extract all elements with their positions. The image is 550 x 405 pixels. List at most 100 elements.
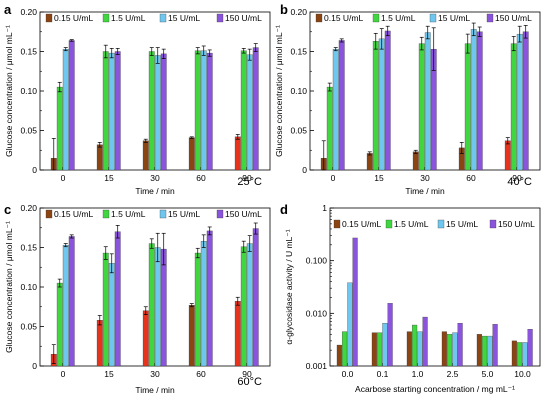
y-tick-label: 0.100 xyxy=(306,256,328,266)
legend-label: 1.5 U/mL xyxy=(111,209,146,219)
bar-150-u-ml xyxy=(252,47,259,171)
x-axis-label: Time / min xyxy=(135,385,175,395)
bar-1-5-u-ml xyxy=(148,51,155,171)
bar-0-15-u-ml xyxy=(406,331,412,367)
y-tick-label: 0.20 xyxy=(20,203,37,213)
x-tick-label: 10.0 xyxy=(514,369,531,379)
legend-label: 15 U/mL xyxy=(438,13,470,23)
x-tick-label: 30 xyxy=(420,173,430,183)
y-tick-label: 0.10 xyxy=(20,86,37,96)
bar-150-u-ml xyxy=(68,40,75,171)
legend-swatch xyxy=(385,219,393,229)
legend-swatch xyxy=(102,209,110,219)
panel-a: 0 0.05 0.10 0.15 0.20 0 15 30 60 90 0.15 U/mL 1.5 U… xyxy=(4,2,271,196)
bar-150-u-ml xyxy=(384,30,391,171)
y-axis-label: Glucose concentration / μmol mL⁻¹ xyxy=(4,25,14,157)
legend-label: 1.5 U/mL xyxy=(381,13,416,23)
x-tick-label: 0 xyxy=(61,173,66,183)
x-tick-label: 0 xyxy=(61,369,66,379)
legend-label: 15 U/mL xyxy=(168,13,200,23)
y-tick-label: 0.05 xyxy=(20,322,37,332)
y-tick-label: 0.15 xyxy=(20,243,37,253)
y-axis-label: Glucose concentration / μmol mL⁻¹ xyxy=(4,221,14,353)
legend-swatch xyxy=(429,13,437,23)
y-tick-label: 0.001 xyxy=(306,361,328,371)
temperature-label: 40°C xyxy=(507,176,532,188)
bar-15-u-ml xyxy=(424,32,431,171)
bar-1-5-u-ml xyxy=(510,43,517,171)
bar-15-u-ml xyxy=(108,263,115,367)
legend-label: 0.15 U/mL xyxy=(342,219,381,229)
bar-15-u-ml xyxy=(522,342,528,367)
bar-1-5-u-ml xyxy=(482,335,488,367)
x-tick-label: 2.5 xyxy=(447,369,459,379)
bar-15-u-ml xyxy=(154,55,161,171)
bar-15-u-ml xyxy=(62,244,69,367)
bar-15-u-ml xyxy=(62,48,69,171)
y-tick-label: 0 xyxy=(302,165,307,175)
x-tick-label: 60 xyxy=(196,369,206,379)
bar-0-15-u-ml xyxy=(234,136,241,171)
legend-label: 15 U/mL xyxy=(168,209,200,219)
legend-label: 150 U/mL xyxy=(225,209,262,219)
legend-swatch xyxy=(333,219,341,229)
y-tick-label: 0.05 xyxy=(290,126,307,136)
bar-1-5-u-ml xyxy=(342,331,348,367)
x-axis-label: Time / min xyxy=(135,186,175,196)
legend-swatch xyxy=(315,13,323,23)
bar-1-5-u-ml xyxy=(56,86,63,171)
bar-0-15-u-ml xyxy=(142,310,149,367)
y-tick-label: 0.20 xyxy=(290,7,307,17)
temperature-label: 25°C xyxy=(237,176,262,188)
bar-15-u-ml xyxy=(516,33,523,171)
bar-1-5-u-ml xyxy=(377,332,383,367)
legend-swatch xyxy=(102,13,110,23)
x-tick-label: 30 xyxy=(150,173,160,183)
bar-0-15-u-ml xyxy=(96,144,103,171)
bar-1-5-u-ml xyxy=(102,252,109,367)
y-tick-label: 1 xyxy=(322,203,327,213)
panel-label: a xyxy=(4,2,12,17)
bar-150-u-ml xyxy=(114,231,121,367)
bar-150-u-ml xyxy=(206,230,213,367)
bar-15-u-ml xyxy=(378,38,385,171)
bar-0-15-u-ml xyxy=(504,140,511,171)
bar-15-u-ml xyxy=(487,335,493,367)
bar-0-15-u-ml xyxy=(188,137,195,171)
panel-label: c xyxy=(4,202,11,217)
bar-1-5-u-ml xyxy=(447,334,453,367)
x-tick-label: 1.0 xyxy=(412,369,424,379)
panel-label: b xyxy=(280,2,288,17)
plot-frame xyxy=(329,207,541,367)
legend-swatch xyxy=(437,219,445,229)
bar-0-15-u-ml xyxy=(234,301,241,367)
bar-0-15-u-ml xyxy=(476,334,482,367)
legend-label: 1.5 U/mL xyxy=(394,219,429,229)
bar-150-u-ml xyxy=(252,228,259,367)
bar-150-u-ml xyxy=(522,31,529,171)
x-tick-label: 90 xyxy=(242,369,252,379)
x-tick-label: 0 xyxy=(331,173,336,183)
legend-label: 150 U/mL xyxy=(225,13,262,23)
bar-150-u-ml xyxy=(160,248,167,367)
bar-15-u-ml xyxy=(154,247,161,367)
y-axis-label: α-glycosidase activity / U mL⁻¹ xyxy=(284,229,294,344)
bar-1-5-u-ml xyxy=(240,50,247,171)
legend-label: 0.15 U/mL xyxy=(324,13,363,23)
x-tick-label: 60 xyxy=(196,173,206,183)
panel-label: d xyxy=(280,202,288,217)
y-axis-label: Glucose concentration / μmol mL⁻¹ xyxy=(274,25,284,157)
bar-150-u-ml xyxy=(387,303,393,367)
legend-label: 0.15 U/mL xyxy=(54,13,93,23)
bar-150-u-ml xyxy=(476,31,483,171)
bar-1-5-u-ml xyxy=(372,41,379,171)
bar-0-15-u-ml xyxy=(366,153,373,171)
bar-150-u-ml xyxy=(527,329,533,367)
legend-label: 0.15 U/mL xyxy=(54,209,93,219)
legend-swatch xyxy=(159,13,167,23)
bar-15-u-ml xyxy=(200,241,207,367)
x-tick-label: 0.1 xyxy=(377,369,389,379)
bar-0-15-u-ml xyxy=(96,320,103,367)
